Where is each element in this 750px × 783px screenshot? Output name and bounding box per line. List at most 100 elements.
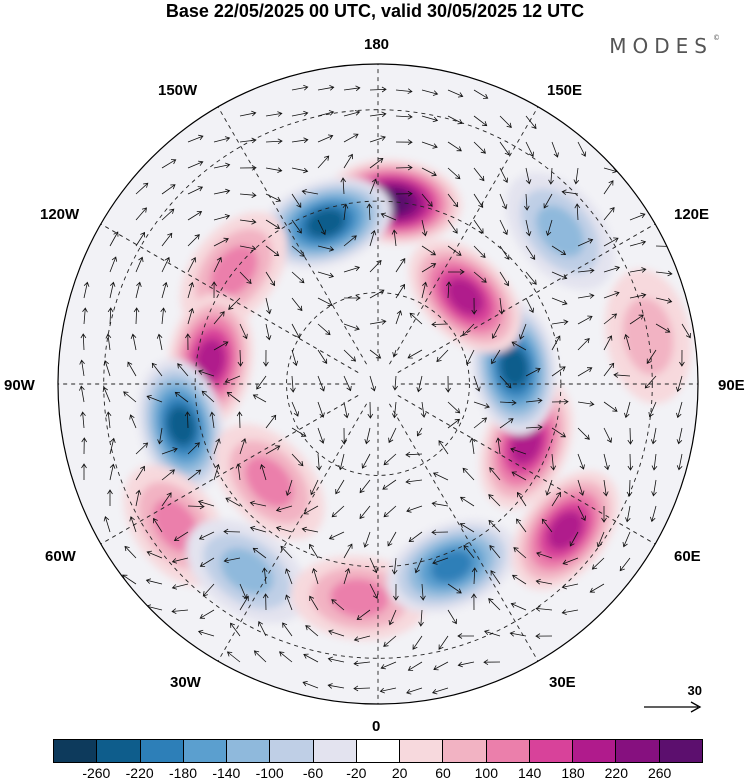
wind-vector <box>577 401 595 407</box>
wind-vector <box>420 583 426 601</box>
wind-vector <box>342 203 349 221</box>
wind-vector <box>471 593 477 611</box>
wind-vector <box>369 319 387 325</box>
wind-vector <box>265 323 272 341</box>
wind-vector <box>291 84 309 91</box>
wind-vector <box>146 395 163 403</box>
wind-vector <box>239 245 257 252</box>
wind-vector <box>432 472 449 481</box>
wind-vector <box>447 193 459 208</box>
wind-vector <box>651 479 657 497</box>
wind-vector <box>421 193 433 207</box>
wind-vector <box>173 531 189 541</box>
wind-vector <box>421 281 428 299</box>
wind-vector <box>291 245 305 257</box>
wind-vector <box>447 167 461 180</box>
wind-vector <box>343 349 357 362</box>
wind-vector <box>261 567 268 585</box>
wind-vector <box>249 500 267 507</box>
colorbar-cell <box>227 740 271 762</box>
wind-vector <box>187 257 197 273</box>
wind-vector <box>199 609 215 619</box>
wind-vector <box>495 437 502 455</box>
wind-vector <box>317 375 326 392</box>
meridian-line <box>397 395 656 545</box>
wind-vector <box>174 391 189 403</box>
colorbar-cell <box>97 740 141 762</box>
wind-vector <box>569 531 579 547</box>
wind-vector <box>353 660 371 667</box>
wind-vector <box>471 567 478 585</box>
wind-vector <box>421 115 439 123</box>
wind-vector <box>258 621 267 637</box>
meridian-line <box>397 223 656 373</box>
wind-vector <box>648 401 657 418</box>
wind-vector <box>252 394 267 403</box>
wind-vector <box>198 531 215 540</box>
colorbar-cell <box>529 740 574 762</box>
wind-vector <box>551 398 569 405</box>
wind-vector <box>447 141 462 152</box>
wind-vector <box>327 656 345 663</box>
anomaly-contour <box>152 499 199 553</box>
wind-vector <box>109 437 116 455</box>
wind-vector <box>291 349 299 367</box>
wind-vector <box>309 595 319 611</box>
wind-vector <box>603 265 621 273</box>
anomaly-contour <box>500 347 528 387</box>
wind-vector <box>265 167 283 173</box>
wind-vector <box>262 593 269 611</box>
wind-vector <box>105 333 112 351</box>
wind-vector <box>198 369 215 377</box>
wind-vector <box>305 625 319 637</box>
wind-vector <box>561 583 579 590</box>
wind-vector <box>525 245 536 261</box>
wind-vector <box>197 629 215 637</box>
wind-vector <box>102 386 111 403</box>
wind-vector <box>627 427 634 445</box>
wind-vector <box>79 385 85 403</box>
wind-vector <box>577 141 587 157</box>
wind-vector <box>536 551 553 559</box>
wind-vector <box>135 465 145 481</box>
wind-vector <box>574 203 581 221</box>
wind-vector <box>338 453 345 471</box>
wind-vector <box>577 479 585 496</box>
wind-vector <box>285 568 293 585</box>
wind-vector <box>391 229 398 247</box>
wind-vector <box>499 418 514 429</box>
wind-vector <box>499 167 508 183</box>
wind-vector <box>418 609 424 627</box>
wind-vector <box>239 271 252 285</box>
wind-vector <box>239 110 257 117</box>
wind-vector <box>239 164 257 171</box>
wind-vector <box>343 133 359 143</box>
wind-vector <box>431 321 449 328</box>
wind-vector <box>184 411 191 429</box>
wind-vector <box>447 418 461 429</box>
wind-vector <box>395 88 413 95</box>
wind-vector <box>285 479 293 497</box>
wind-vector <box>499 219 508 236</box>
wind-vector <box>317 297 333 307</box>
wind-vector <box>388 609 397 626</box>
wind-vector <box>421 167 437 177</box>
wind-vector <box>483 629 501 637</box>
wind-vector <box>545 479 553 496</box>
wind-vector <box>619 557 631 572</box>
wind-vector <box>577 315 593 325</box>
wind-vector <box>473 89 489 99</box>
wind-vector <box>369 111 387 118</box>
wind-vector <box>603 401 618 412</box>
wind-vector <box>279 651 293 663</box>
wind-vector <box>302 681 319 689</box>
wind-vector <box>406 505 423 513</box>
wind-vector <box>103 360 111 377</box>
wind-vector <box>265 445 281 455</box>
wind-vector <box>103 515 111 533</box>
wind-vector <box>369 178 378 195</box>
map-boundary <box>57 63 699 705</box>
wind-vector <box>391 557 398 575</box>
wind-vector <box>459 496 475 507</box>
wind-vector <box>525 271 537 285</box>
